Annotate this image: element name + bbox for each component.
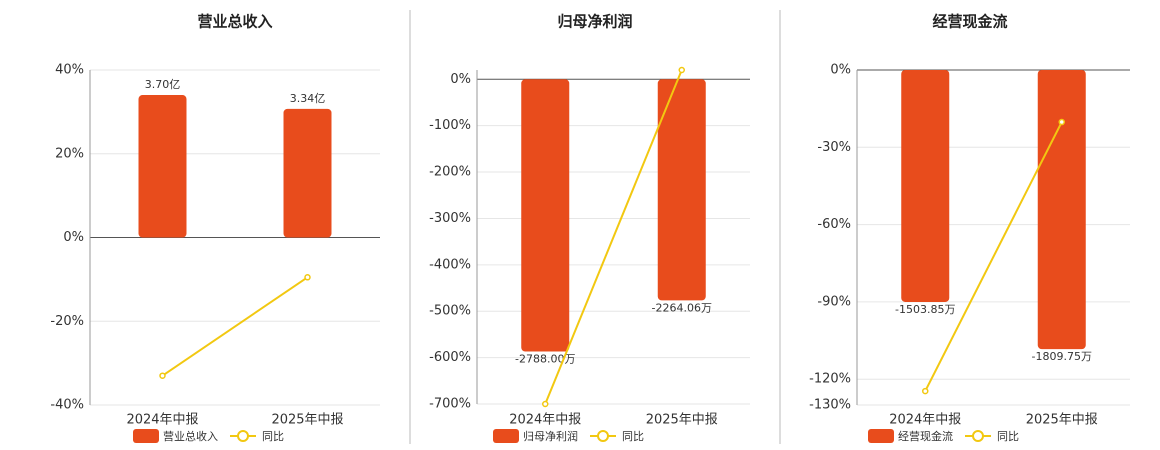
x-tick-label: 2025年中报 <box>271 413 343 428</box>
y-tick-label: 40% <box>55 63 84 78</box>
legend-marker <box>237 430 249 442</box>
y-tick-label: -400% <box>429 257 471 272</box>
bar <box>1037 70 1086 350</box>
legend-label: 同比 <box>622 430 644 443</box>
line-point <box>678 66 685 74</box>
y-tick-label: -30% <box>817 140 851 155</box>
bar <box>138 95 187 238</box>
chart-title: 归母净利润 <box>557 13 632 31</box>
line-point <box>542 400 549 408</box>
legend-label: 同比 <box>262 430 284 443</box>
y-tick-label: 0% <box>830 63 851 78</box>
line-point <box>159 372 166 379</box>
x-tick-label: 2024年中报 <box>126 413 198 428</box>
x-tick-label: 2025年中报 <box>646 413 718 428</box>
line <box>924 121 1063 392</box>
data-label: 3.34亿 <box>290 92 326 105</box>
data-label: -2264.06万 <box>652 301 712 314</box>
y-tick-label: -300% <box>429 211 471 226</box>
legend-marker <box>972 430 984 442</box>
y-tick-label: -40% <box>50 398 84 413</box>
y-tick-label: -130% <box>809 398 851 413</box>
data-label: -1503.85万 <box>895 303 955 316</box>
legend-label: 归母净利润 <box>523 429 578 443</box>
line-point <box>922 387 929 395</box>
line-point <box>304 274 311 281</box>
legend-label: 营业总收入 <box>163 429 218 443</box>
chart-title: 经营现金流 <box>932 13 1007 31</box>
legend-swatch <box>133 429 159 443</box>
y-tick-label: -90% <box>817 294 851 309</box>
legend-label: 同比 <box>997 430 1019 443</box>
chart-title: 营业总收入 <box>197 13 272 31</box>
x-tick-label: 2025年中报 <box>1026 413 1098 428</box>
y-tick-label: -700% <box>429 397 471 412</box>
bar <box>657 79 706 301</box>
data-label: -1809.75万 <box>1032 350 1092 363</box>
bar <box>521 79 570 352</box>
legend-label: 经营现金流 <box>898 429 953 443</box>
y-tick-label: -20% <box>50 314 84 329</box>
y-tick-label: 20% <box>55 146 84 161</box>
line <box>161 276 309 377</box>
legend-swatch <box>493 429 519 443</box>
y-tick-label: -60% <box>817 217 851 232</box>
y-tick-label: -500% <box>429 304 471 319</box>
y-tick-label: 0% <box>63 230 84 245</box>
legend-marker <box>597 430 609 442</box>
data-label: -2788.00万 <box>515 353 575 366</box>
line-point <box>1058 118 1065 126</box>
line <box>544 69 683 405</box>
y-tick-label: 0% <box>450 72 471 87</box>
legend-swatch <box>868 429 894 443</box>
y-tick-label: -100% <box>429 118 471 133</box>
y-tick-label: -120% <box>809 372 851 387</box>
bar <box>283 108 332 238</box>
data-label: 3.70亿 <box>145 78 181 91</box>
bar <box>901 70 950 302</box>
x-tick-label: 2024年中报 <box>889 413 961 428</box>
y-tick-label: -600% <box>429 350 471 365</box>
x-tick-label: 2024年中报 <box>509 413 581 428</box>
y-tick-label: -200% <box>429 165 471 180</box>
